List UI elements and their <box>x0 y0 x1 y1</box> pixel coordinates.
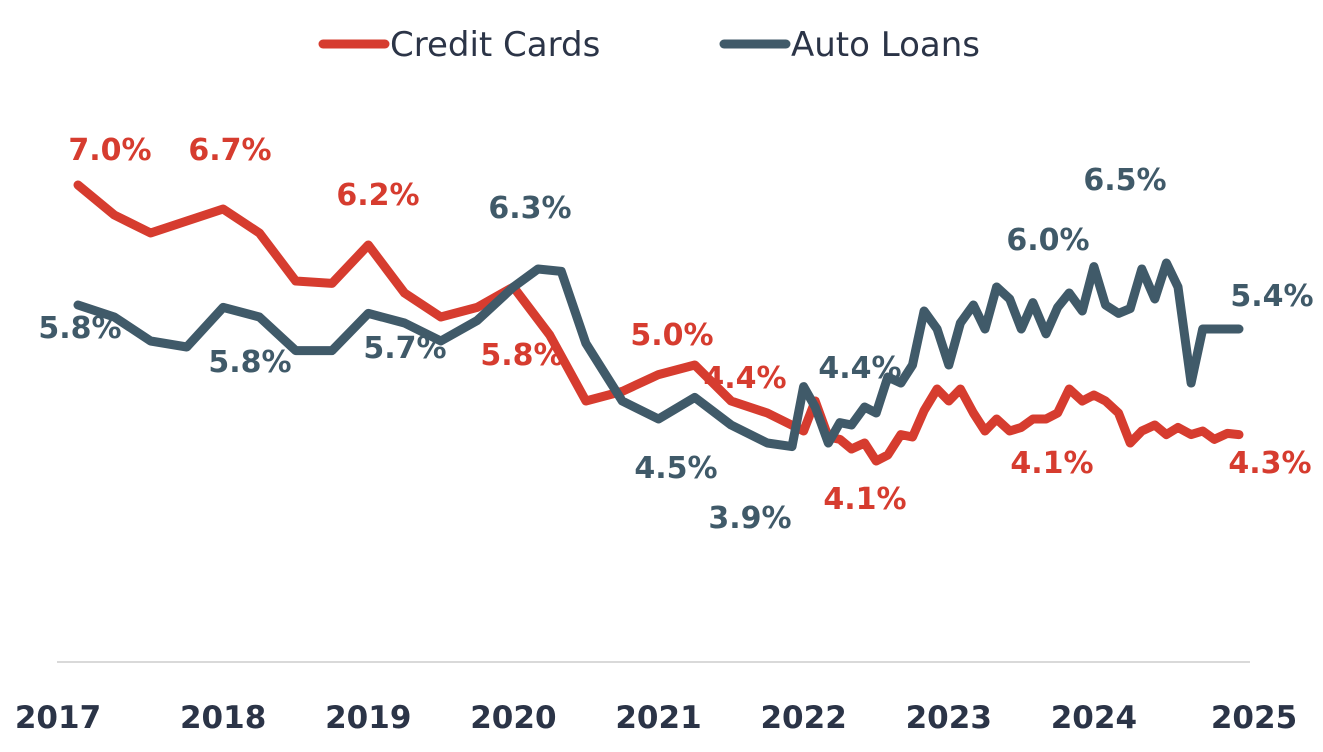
x-tick-label: 2019 <box>325 700 411 736</box>
data-label-auto-loans: 6.0% <box>1006 223 1089 258</box>
data-label-credit-cards: 6.7% <box>188 133 271 168</box>
data-label-auto-loans: 4.5% <box>634 451 717 486</box>
x-tick-label: 2020 <box>470 700 556 736</box>
x-tick-label: 2018 <box>180 700 266 736</box>
data-label-auto-loans: 5.7% <box>363 331 446 366</box>
chart-legend: Credit Cards Auto Loans <box>318 25 980 65</box>
data-label-auto-loans: 5.8% <box>208 345 291 380</box>
x-tick-label: 2024 <box>1051 700 1137 736</box>
data-label-credit-cards: 6.2% <box>336 178 419 213</box>
data-label-auto-loans: 4.4% <box>818 351 901 386</box>
x-tick-label: 2022 <box>760 700 846 736</box>
x-tick-label: 2025 <box>1211 700 1297 736</box>
legend-label-credit-cards: Credit Cards <box>390 25 600 65</box>
x-tick-label: 2017 <box>15 700 101 736</box>
data-labels: 7.0% 6.7% 6.2% 5.8% 5.0% 4.4% 4.1% 4.1% 4.3% 5.8%… <box>38 133 1313 536</box>
data-label-auto-loans: 3.9% <box>708 501 791 536</box>
data-label-credit-cards: 4.1% <box>1010 446 1093 481</box>
x-tick-label: 2021 <box>615 700 701 736</box>
x-axis-ticks: 2017 2018 2019 2020 2021 2022 2023 2024 2025 <box>15 700 1297 736</box>
series-line-credit-cards <box>73 180 1244 466</box>
data-label-auto-loans: 5.8% <box>38 311 121 346</box>
data-label-auto-loans: 6.3% <box>488 191 571 226</box>
x-tick-label: 2023 <box>906 700 992 736</box>
legend-item-credit-cards: Credit Cards <box>318 25 600 65</box>
data-label-credit-cards: 5.8% <box>480 338 563 373</box>
series-lines <box>73 180 1244 466</box>
legend-label-auto-loans: Auto Loans <box>791 25 980 65</box>
legend-item-auto-loans: Auto Loans <box>719 25 980 65</box>
data-label-credit-cards: 5.0% <box>630 318 713 353</box>
data-label-credit-cards: 4.4% <box>703 361 786 396</box>
data-label-credit-cards: 4.3% <box>1228 446 1311 481</box>
data-label-credit-cards: 7.0% <box>68 133 151 168</box>
data-label-credit-cards: 4.1% <box>823 482 906 517</box>
data-label-auto-loans: 5.4% <box>1230 279 1313 314</box>
series-line-auto-loans <box>73 258 1244 452</box>
data-label-auto-loans: 6.5% <box>1083 163 1166 198</box>
